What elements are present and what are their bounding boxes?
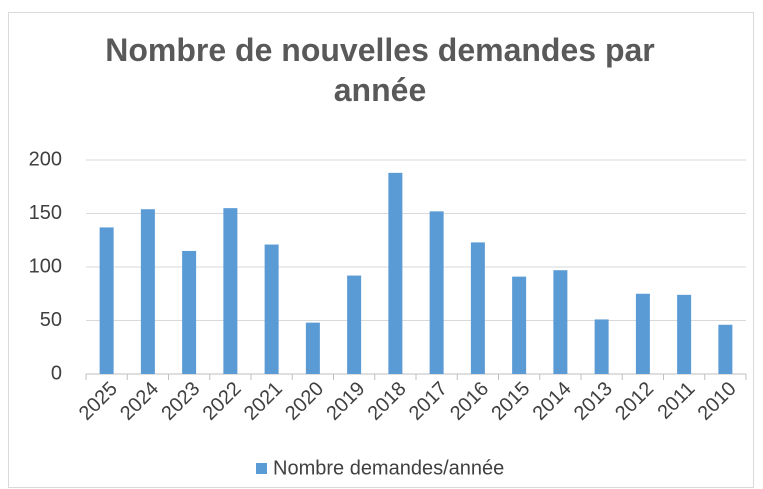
x-tick-label: 2010 [694, 378, 741, 425]
y-tick-label: 0 [51, 362, 62, 384]
x-tick-label: 2013 [570, 378, 617, 425]
bar [223, 208, 238, 374]
bar [305, 322, 320, 374]
x-tick-label: 2024 [116, 378, 163, 425]
x-tick-label: 2018 [364, 378, 411, 425]
bar [470, 242, 485, 374]
x-tick-label: 2023 [157, 378, 204, 425]
x-tick-label: 2020 [281, 378, 328, 425]
x-tick-label: 2025 [75, 378, 122, 425]
bar [718, 324, 733, 374]
y-tick-label: 50 [40, 309, 62, 331]
x-tick-label: 2022 [199, 378, 246, 425]
bar [429, 211, 444, 374]
bar [553, 270, 568, 374]
x-tick-label: 2021 [240, 378, 287, 425]
bar [635, 293, 650, 374]
legend-label: Nombre demandes/année [273, 457, 504, 479]
x-tick-label: 2011 [653, 378, 699, 424]
bar [388, 172, 403, 374]
bar [347, 275, 362, 374]
x-tick-label: 2012 [611, 378, 658, 425]
y-tick-label: 200 [29, 148, 62, 170]
y-tick-label: 100 [29, 255, 62, 277]
bar [140, 209, 155, 374]
x-tick-label: 2015 [487, 378, 534, 425]
bar [264, 244, 279, 374]
y-tick-label: 150 [29, 202, 62, 224]
legend-swatch [256, 463, 267, 474]
x-tick-label: 2016 [446, 378, 493, 425]
x-tick-label: 2014 [529, 378, 576, 425]
chart-title: Nombre de nouvelles demandes par année [105, 32, 655, 108]
bar [99, 227, 114, 374]
x-tick-label: 2017 [405, 378, 452, 425]
bar [677, 294, 692, 374]
bar [182, 250, 197, 374]
chart-frame [8, 12, 754, 488]
bar [512, 276, 527, 374]
bar [594, 319, 609, 374]
x-tick-label: 2019 [322, 378, 369, 425]
